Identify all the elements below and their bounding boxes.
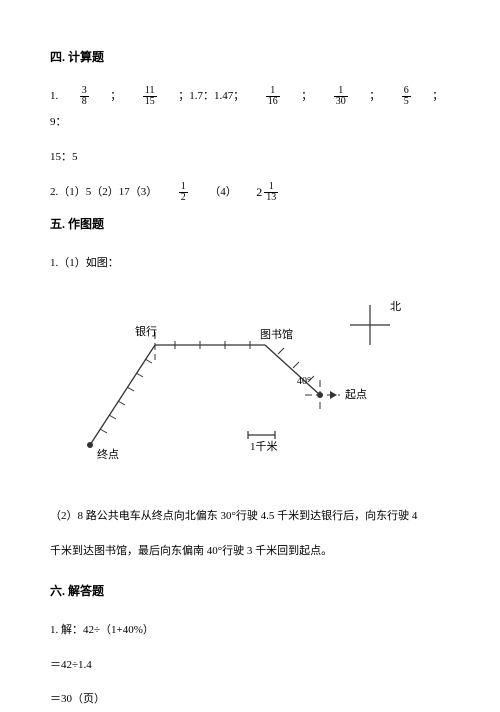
angle-label: 40° [297,376,311,387]
scale-label: 1千米 [250,440,278,453]
answer-l3: ＝30（页） [50,686,450,712]
section-calc-title: 四. 计算题 [50,48,450,65]
north-label: 北 [390,300,401,313]
frac-1-2: 12 [179,182,188,203]
start-label: 起点 [345,388,367,401]
answer-l2: ＝42÷1.4 [50,652,450,678]
calc-q1-line1: 1. 38 ； 1115 ；1.7：1.47； 116 ； 130 ； 65 ；… [50,83,450,136]
mid1: ；1.7：1.47； [178,90,244,102]
tail1: ；9： [50,90,443,128]
calc-q1-line2: 15：5 [50,144,450,170]
end-label: 终点 [97,447,119,461]
library-label: 图书馆 [260,327,293,341]
answer-l1: 1. 解：42÷（1+40%） [50,617,450,643]
section-draw-title: 五. 作图题 [50,215,450,232]
colon1: ； [110,90,121,102]
q2-mid: （4） [209,186,237,198]
frac-6-5: 65 [402,86,411,107]
calc-q2-line: 2.（1）5（2）17（3） 12 （4） 2113 [50,178,450,207]
frac-3-8: 38 [80,86,89,107]
draw-q1-desc2: 千米到达图书馆，最后向东偏南 40°行驶 3 千米回到起点。 [50,538,450,564]
q2-pre: 2.（1）5（2）17（3） [50,186,157,198]
section-answer-title: 六. 解答题 [50,582,450,599]
frac-1-16: 116 [266,86,280,107]
draw-q1-desc1: （2）8 路公共电车从终点向北偏东 30°行驶 4.5 千米到达银行后，向东行驶… [50,503,450,529]
bank-label: 银行 [135,324,157,338]
mixed-2-1-13: 2113 [256,178,280,207]
q1-prefix: 1. [50,90,58,102]
frac-11-15: 1115 [143,86,157,107]
colon3: ； [369,90,380,102]
route-figure: 北 银行 图书馆 起点 终点 40° 1千米 [50,290,450,475]
frac-1-30: 130 [334,86,348,107]
draw-q1-label: 1.（1）如图： [50,250,450,276]
colon2: ； [301,90,312,102]
